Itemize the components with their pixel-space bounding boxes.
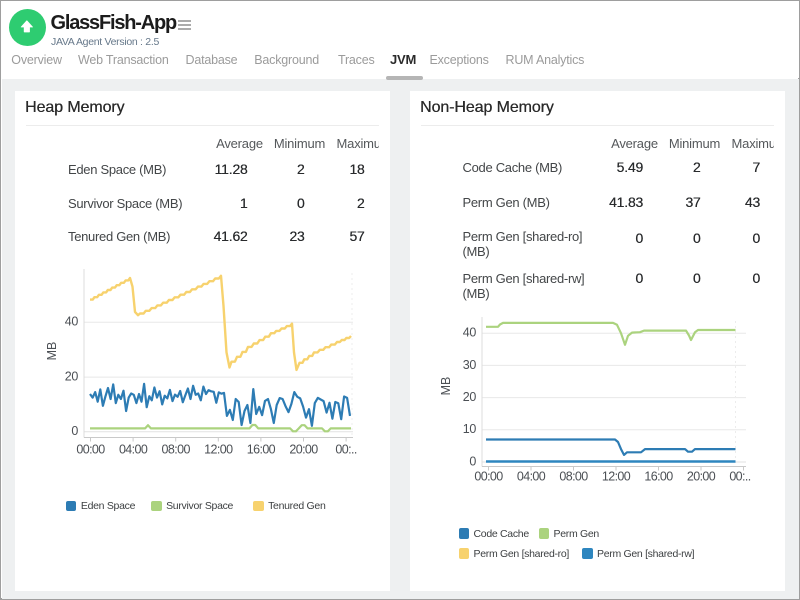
svg-text:MB: MB <box>45 342 59 361</box>
svg-text:20:00: 20:00 <box>687 470 716 484</box>
svg-text:12:00: 12:00 <box>204 443 233 457</box>
svg-text:16:00: 16:00 <box>644 470 673 484</box>
svg-text:0: 0 <box>469 454 476 468</box>
svg-text:08:00: 08:00 <box>559 470 588 484</box>
svg-text:30: 30 <box>463 358 477 372</box>
svg-text:40: 40 <box>65 315 79 329</box>
svg-text:20: 20 <box>65 369 79 383</box>
svg-text:20: 20 <box>463 390 477 404</box>
svg-text:10: 10 <box>463 422 477 436</box>
svg-text:00:..: 00:.. <box>335 443 356 457</box>
svg-text:04:00: 04:00 <box>517 470 546 484</box>
svg-text:00:00: 00:00 <box>474 470 503 484</box>
svg-text:20:00: 20:00 <box>289 443 318 457</box>
svg-text:00:00: 00:00 <box>76 443 105 457</box>
svg-text:08:00: 08:00 <box>162 443 191 457</box>
svg-text:04:00: 04:00 <box>119 443 148 457</box>
svg-text:00:..: 00:.. <box>729 470 750 484</box>
svg-text:12:00: 12:00 <box>602 470 631 484</box>
svg-text:40: 40 <box>463 326 477 340</box>
svg-text:0: 0 <box>71 424 78 438</box>
svg-text:16:00: 16:00 <box>247 443 276 457</box>
svg-text:MB: MB <box>439 377 453 396</box>
